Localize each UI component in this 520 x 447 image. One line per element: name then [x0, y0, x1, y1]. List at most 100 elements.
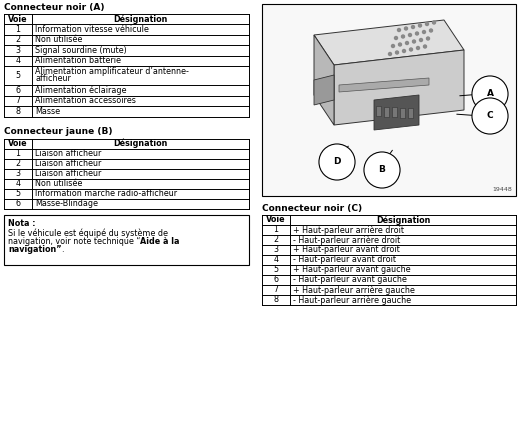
Circle shape: [396, 51, 398, 54]
Text: 7: 7: [274, 286, 279, 295]
Bar: [408, 108, 413, 118]
Circle shape: [433, 21, 436, 24]
Circle shape: [401, 35, 405, 38]
Text: Voie: Voie: [8, 14, 28, 24]
Text: Connecteur jaune (B): Connecteur jaune (B): [4, 127, 112, 136]
Text: Alimentation éclairage: Alimentation éclairage: [35, 85, 126, 95]
Text: 3: 3: [274, 245, 279, 254]
Text: 7: 7: [16, 96, 21, 105]
Circle shape: [406, 42, 409, 45]
Circle shape: [395, 37, 397, 39]
Text: Alimentation accessoires: Alimentation accessoires: [35, 96, 136, 105]
Text: D: D: [333, 157, 341, 166]
Text: Aide à la: Aide à la: [140, 236, 180, 245]
Text: Désignation: Désignation: [376, 215, 430, 225]
Text: 8: 8: [274, 295, 279, 304]
Text: 3: 3: [16, 46, 20, 55]
Circle shape: [398, 43, 401, 46]
Circle shape: [410, 48, 412, 51]
Text: Information vitesse véhicule: Information vitesse véhicule: [35, 25, 149, 34]
Text: 2: 2: [16, 35, 21, 44]
Polygon shape: [314, 35, 334, 125]
Text: - Haut-parleur avant gauche: - Haut-parleur avant gauche: [293, 275, 407, 284]
Text: 2: 2: [274, 236, 279, 245]
Text: Non utilisée: Non utilisée: [35, 179, 82, 188]
Text: Liaison afficheur: Liaison afficheur: [35, 159, 101, 168]
Text: navigation, voir note technique “: navigation, voir note technique “: [8, 236, 140, 245]
Text: 4: 4: [16, 56, 20, 65]
Text: Signal sourdine (mute): Signal sourdine (mute): [35, 46, 127, 55]
Text: 1: 1: [274, 225, 279, 235]
Text: + Haut-parleur arrière droit: + Haut-parleur arrière droit: [293, 225, 404, 235]
Text: - Haut-parleur avant droit: - Haut-parleur avant droit: [293, 256, 396, 265]
Polygon shape: [334, 50, 464, 125]
Text: afficheur: afficheur: [35, 74, 71, 83]
Text: + Haut-parleur arrière gauche: + Haut-parleur arrière gauche: [293, 285, 415, 295]
Text: 19448: 19448: [492, 187, 512, 192]
Text: 4: 4: [16, 179, 20, 188]
Text: .: .: [62, 245, 64, 254]
Text: 5: 5: [16, 189, 21, 198]
Text: Masse: Masse: [35, 107, 60, 116]
Text: - Haut-parleur arrière gauche: - Haut-parleur arrière gauche: [293, 295, 411, 305]
Text: 6: 6: [274, 275, 279, 284]
Text: 8: 8: [16, 107, 20, 116]
Text: + Haut-parleur avant droit: + Haut-parleur avant droit: [293, 245, 400, 254]
Text: 5: 5: [274, 266, 279, 274]
Text: Masse-Blindage: Masse-Blindage: [35, 199, 98, 208]
Text: + Haut-parleur avant gauche: + Haut-parleur avant gauche: [293, 266, 411, 274]
Text: Désignation: Désignation: [113, 139, 167, 148]
Circle shape: [411, 25, 414, 29]
Text: navigation”: navigation”: [8, 245, 62, 254]
Text: B: B: [379, 165, 385, 174]
Text: Alimentation batterie: Alimentation batterie: [35, 56, 121, 65]
Polygon shape: [374, 95, 419, 130]
Text: Désignation: Désignation: [113, 14, 167, 24]
Polygon shape: [314, 75, 334, 105]
Circle shape: [415, 32, 419, 35]
Text: Alimentation amplificateur d’antenne-: Alimentation amplificateur d’antenne-: [35, 67, 189, 76]
Circle shape: [392, 45, 395, 47]
Text: Information marche radio-afficheur: Information marche radio-afficheur: [35, 189, 177, 198]
Text: Si le véhicule est équipé du système de: Si le véhicule est équipé du système de: [8, 228, 168, 237]
Circle shape: [412, 40, 415, 43]
Text: 3: 3: [16, 169, 20, 178]
Circle shape: [417, 46, 420, 50]
Text: C: C: [487, 111, 493, 121]
Text: Connecteur noir (C): Connecteur noir (C): [262, 204, 362, 213]
Text: Liaison afficheur: Liaison afficheur: [35, 149, 101, 158]
Bar: [376, 106, 381, 116]
Bar: [384, 106, 389, 117]
Polygon shape: [339, 78, 429, 92]
Circle shape: [388, 52, 392, 55]
Circle shape: [422, 30, 425, 34]
Circle shape: [420, 38, 422, 42]
Text: 6: 6: [16, 86, 20, 95]
Bar: [392, 107, 397, 117]
Text: Non utilisée: Non utilisée: [35, 35, 82, 44]
Bar: [4, 215, 249, 265]
Text: 6: 6: [16, 199, 20, 208]
Text: Nota :: Nota :: [8, 219, 35, 228]
Circle shape: [409, 34, 411, 37]
Text: - Haut-parleur arrière droit: - Haut-parleur arrière droit: [293, 235, 400, 245]
Text: 5: 5: [16, 71, 21, 80]
Text: A: A: [487, 89, 493, 98]
Text: Voie: Voie: [266, 215, 286, 224]
Text: 1: 1: [16, 149, 20, 158]
Text: 2: 2: [16, 159, 21, 168]
Text: Liaison afficheur: Liaison afficheur: [35, 169, 101, 178]
Text: Connecteur noir (A): Connecteur noir (A): [4, 3, 105, 12]
Circle shape: [426, 37, 430, 40]
Text: 4: 4: [274, 256, 279, 265]
Circle shape: [402, 50, 406, 52]
Circle shape: [423, 45, 426, 48]
Bar: [400, 107, 405, 118]
Circle shape: [419, 24, 422, 27]
Polygon shape: [314, 20, 464, 65]
Text: 1: 1: [16, 25, 20, 34]
Circle shape: [430, 29, 433, 32]
Bar: [262, 4, 516, 196]
Text: Voie: Voie: [8, 139, 28, 148]
Circle shape: [405, 27, 408, 30]
